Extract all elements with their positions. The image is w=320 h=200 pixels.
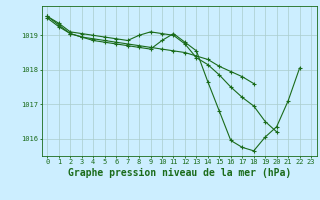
X-axis label: Graphe pression niveau de la mer (hPa): Graphe pression niveau de la mer (hPa)	[68, 168, 291, 178]
